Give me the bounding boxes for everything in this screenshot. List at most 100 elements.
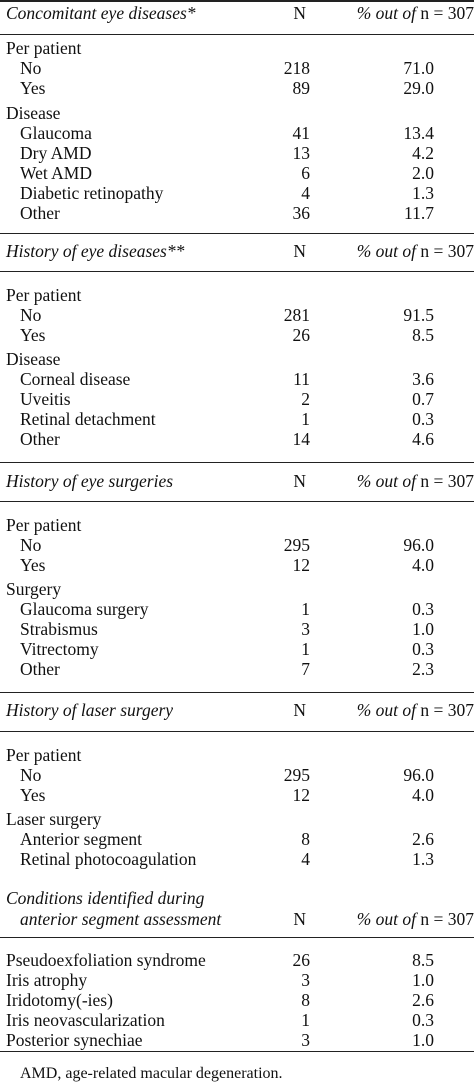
row-label: Glaucoma [20,123,92,143]
table-row: Other 7 2.3 [0,659,474,679]
group-label-text: Per patient [6,38,82,58]
percent-column-header: % out of n = 307 [357,241,474,261]
table-row: Other 14 4.6 [0,429,474,449]
group-label: Per patient [0,745,474,765]
group-label-text: Disease [6,103,61,123]
row-n: 12 [292,785,311,805]
row-n: 26 [292,950,311,970]
percent-base: n = 307 [420,241,474,261]
group-label: Surgery [0,579,474,599]
table-row: Other 36 11.7 [0,203,474,223]
percent-column-header: % out of n = 307 [357,3,474,23]
row-label: Other [20,659,60,679]
row-n: 295 [283,765,310,785]
row-n: 1 [301,409,310,429]
percent-label: % out of [356,700,421,720]
section-title: Concomitant eye diseases* [6,3,196,23]
section-header: History of eye surgeries N % out of n = 30… [0,471,474,491]
table-row: Glaucoma 41 13.4 [0,123,474,143]
row-percent: 29.0 [403,78,434,98]
section-title: Conditions identified during [6,888,205,908]
row-n: 1 [301,1010,310,1030]
group-label: Per patient [0,515,474,535]
row-n: 4 [301,183,310,203]
section-title: History of laser surgery [6,700,174,720]
row-label: Uveitis [20,389,71,409]
row-percent: 71.0 [403,58,434,78]
row-percent: 91.5 [403,305,434,325]
group-label-text: Per patient [6,515,82,535]
row-percent: 3.6 [412,369,434,389]
header-rule [0,271,474,272]
row-percent: 0.3 [412,1010,434,1030]
row-n: 2 [301,389,310,409]
table-row: Strabismus 3 1.0 [0,619,474,639]
group-label: Disease [0,103,474,123]
table-row: Dry AMD 13 4.2 [0,143,474,163]
table-row: Retinal photocoagulation 4 1.3 [0,849,474,869]
table-row: Yes 12 4.0 [0,785,474,805]
row-label: Posterior synechiae [6,1030,143,1050]
percent-label: % out of [356,471,421,491]
table-row: No 295 96.0 [0,765,474,785]
row-percent: 1.0 [412,970,434,990]
row-percent: 96.0 [403,765,434,785]
row-percent: 0.7 [412,389,434,409]
row-percent: 1.3 [412,849,434,869]
row-n: 7 [301,659,310,679]
row-label: Iris atrophy [6,970,88,990]
row-label: Pseudoexfoliation syndrome [6,950,206,970]
row-label: Iridotomy(-ies) [6,990,113,1010]
table-row: No 281 91.5 [0,305,474,325]
row-label: Wet AMD [20,163,92,183]
section-rule [0,692,474,693]
bottom-rule [0,1051,474,1052]
table-row: No 295 96.0 [0,535,474,555]
group-label-text: Per patient [6,745,82,765]
row-label: Diabetic retinopathy [20,183,164,203]
row-label: Yes [20,78,46,98]
row-percent: 96.0 [403,535,434,555]
row-n: 41 [292,123,311,143]
n-column-header: N [293,471,306,491]
row-percent: 1.0 [412,1030,434,1050]
table-row: Posterior synechiae 3 1.0 [0,1030,474,1050]
percent-column-header: % out of n = 307 [357,471,474,491]
group-label: Disease [0,349,474,369]
row-label: Other [20,429,60,449]
table-row: Yes 26 8.5 [0,325,474,345]
row-n: 281 [283,305,310,325]
row-percent: 2.6 [412,829,434,849]
row-percent: 1.3 [412,183,434,203]
row-percent: 2.6 [412,990,434,1010]
row-label: No [20,535,42,555]
table-row: Corneal disease 11 3.6 [0,369,474,389]
row-label: No [20,305,42,325]
row-n: 13 [292,143,311,163]
row-n: 3 [301,619,310,639]
row-label: Anterior segment [20,829,142,849]
row-percent: 2.3 [412,659,434,679]
table-row: Yes 89 29.0 [0,78,474,98]
table-row: Iris neovascularization 1 0.3 [0,1010,474,1030]
table-row: Uveitis 2 0.7 [0,389,474,409]
row-label: Glaucoma surgery [20,599,149,619]
header-rule [0,731,474,732]
row-label: Yes [20,555,46,575]
row-label: No [20,765,42,785]
group-label: Laser surgery [0,809,474,829]
section-rule [0,0,474,1]
row-n: 26 [292,325,311,345]
row-label: Corneal disease [20,369,131,389]
row-n: 295 [283,535,310,555]
row-percent: 4.0 [412,555,434,575]
section-header: Concomitant eye diseases* N % out of n = 3… [0,3,474,23]
row-n: 12 [292,555,311,575]
row-n: 89 [292,78,311,98]
row-n: 8 [301,990,310,1010]
section-title: History of eye surgeries [6,471,174,491]
percent-column-header: % out of n = 307 [357,909,474,929]
row-percent: 2.0 [412,163,434,183]
row-label: Other [20,203,60,223]
row-n: 4 [301,849,310,869]
